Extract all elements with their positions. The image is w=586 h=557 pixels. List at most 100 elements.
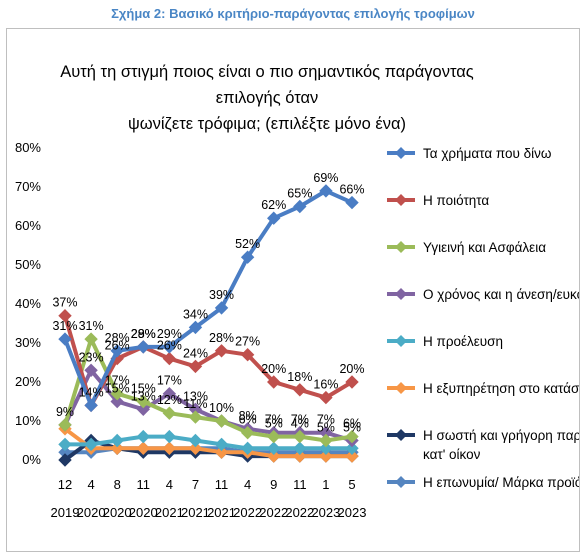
x-tick-year: 2022 <box>233 505 262 520</box>
y-tick-label: 40% <box>15 296 41 311</box>
data-label: 16% <box>313 378 338 392</box>
data-point <box>319 390 333 405</box>
data-point <box>188 441 203 456</box>
data-label: 31% <box>52 319 77 333</box>
y-axis: 0% 10% 20% 30% 40% 50% 60% 70% 80% <box>15 140 41 467</box>
data-point <box>58 332 72 346</box>
data-label: 52% <box>235 237 260 251</box>
data-label: 29% <box>131 327 156 341</box>
legend-label: Η ποιότητα <box>423 193 489 208</box>
y-tick-label: 80% <box>15 140 41 155</box>
x-tick-year: 2020 <box>103 505 132 520</box>
legend-item: Η επωνυμία/ Μάρκα προϊόντων <box>387 475 579 490</box>
data-point <box>267 211 281 225</box>
data-label: 7% <box>317 413 335 427</box>
data-label: 17% <box>157 374 182 388</box>
legend-swatch-marker <box>395 382 407 394</box>
legend-swatch-marker <box>395 476 407 488</box>
x-tick-month: 4 <box>166 477 173 492</box>
legend-item: Τα χρήματα που δίνω <box>387 146 551 161</box>
data-label: 6% <box>239 413 257 427</box>
legend-item: Ο χρόνος και η άνεση/ευκολία <box>387 287 579 302</box>
data-point <box>345 449 359 463</box>
data-point <box>267 441 281 456</box>
y-tick-label: 30% <box>15 335 41 350</box>
legend-label: Υγιεινή και Ασφάλεια <box>423 240 546 255</box>
data-label: 13% <box>131 389 156 403</box>
x-tick-year: 2021 <box>181 505 210 520</box>
data-label: 5% <box>265 417 283 431</box>
x-tick-month: 12 <box>58 477 72 492</box>
x-tick-month: 1 <box>322 477 329 492</box>
data-point <box>214 437 229 452</box>
data-point <box>319 184 333 198</box>
data-point <box>162 386 177 401</box>
data-label: 39% <box>209 288 234 302</box>
x-tick-month: 4 <box>244 477 251 492</box>
data-point <box>267 449 281 463</box>
x-tick-year: 2021 <box>155 505 184 520</box>
legend-swatch-marker <box>395 429 407 441</box>
x-tick-year: 2023 <box>338 505 367 520</box>
chart-title-line-2: ψωνίζετε τρόφιμα; (επιλέξτε μόνο ένα) <box>128 115 406 133</box>
legend-item: Η προέλευση <box>387 334 503 349</box>
data-point <box>267 375 281 389</box>
data-point <box>188 433 203 448</box>
chart-title-line-1: Αυτή τη στιγμή ποιος είναι ο πιο σημαντι… <box>60 63 474 107</box>
series-1 <box>58 184 359 413</box>
legend-label-line-2: κατ' οίκον <box>423 447 481 462</box>
x-tick-month: 11 <box>293 477 307 492</box>
data-point <box>293 441 307 456</box>
data-point <box>136 394 150 409</box>
y-tick-label: 60% <box>15 218 41 233</box>
series-line <box>63 188 354 408</box>
data-point <box>293 449 307 463</box>
x-tick-month: 4 <box>87 477 94 492</box>
y-tick-label: 20% <box>15 374 41 389</box>
data-point <box>58 418 72 432</box>
data-label: 31% <box>79 319 104 333</box>
legend-label: Η εξυπηρέτηση στο κατάστημα <box>423 381 579 396</box>
legend-swatch-marker <box>395 335 407 347</box>
legend-label: Η σωστή και γρήγορη παράδοση <box>423 428 579 443</box>
data-label: 62% <box>261 198 286 212</box>
x-tick-month: 8 <box>114 477 121 492</box>
y-tick-label: 50% <box>15 257 41 272</box>
legend-label: Τα χρήματα που δίνω <box>423 146 551 161</box>
data-label: 11% <box>183 397 207 411</box>
data-point <box>58 453 72 467</box>
x-tick-month: 9 <box>270 477 277 492</box>
data-point <box>110 433 124 448</box>
data-point <box>162 441 177 456</box>
data-point <box>214 414 229 428</box>
legend-item: Υγιεινή και Ασφάλεια <box>387 240 546 255</box>
data-point <box>110 394 124 409</box>
x-axis: 1220194202082020112020420217202111202142… <box>51 477 367 520</box>
data-point <box>162 429 177 444</box>
data-label: 7% <box>291 413 309 427</box>
data-point <box>136 340 150 354</box>
data-label: 69% <box>313 171 338 185</box>
data-label: 9% <box>56 405 74 419</box>
data-point <box>84 363 98 378</box>
legend-item: Η σωστή και γρήγορη παράδοση κατ' οίκον <box>387 428 579 462</box>
data-point <box>84 398 98 413</box>
data-point <box>240 441 255 456</box>
x-tick-month: 11 <box>215 477 229 492</box>
x-tick-year: 2022 <box>259 505 288 520</box>
data-label: 15% <box>105 382 130 396</box>
x-tick-year: 2020 <box>77 505 106 520</box>
data-point <box>214 445 229 459</box>
data-point <box>188 320 203 335</box>
data-label: 4% <box>291 417 309 431</box>
series-5 <box>58 429 359 456</box>
legend-swatch-marker <box>395 241 407 253</box>
data-point <box>345 195 359 210</box>
data-label: 6% <box>343 417 361 431</box>
chart-title: Αυτή τη στιγμή ποιος είναι ο πιο σημαντι… <box>47 59 487 137</box>
data-point <box>319 433 333 448</box>
data-label: 5% <box>343 421 361 435</box>
data-point <box>162 406 177 420</box>
data-point <box>136 402 150 417</box>
y-tick-label: 70% <box>15 179 41 194</box>
